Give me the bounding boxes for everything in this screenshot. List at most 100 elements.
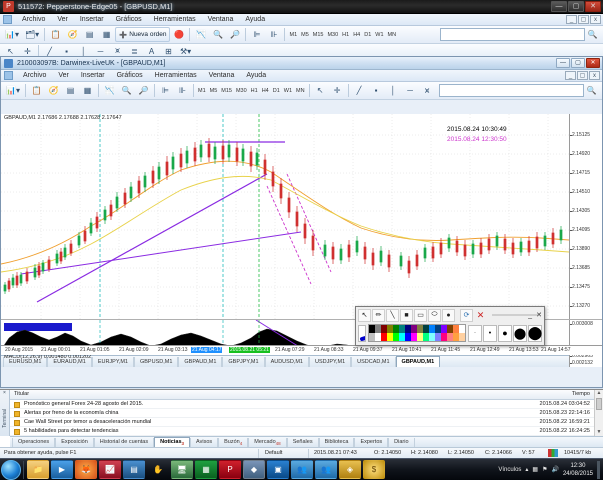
paint-minimize-button[interactable]: _ (528, 311, 532, 319)
cursor-icon[interactable]: ↖ (358, 308, 371, 322)
tab-historial-cuentas[interactable]: Historial de cuentas (93, 438, 155, 447)
inner-minimize-button[interactable]: — (556, 58, 570, 68)
dev-icon[interactable]: ▣ (267, 460, 289, 479)
inner-timeframe-m15[interactable]: M15 (221, 87, 232, 94)
inner-mdi-minimize-button[interactable]: _ (565, 71, 576, 80)
market-watch-icon[interactable]: 📋 (50, 30, 61, 39)
firefox-icon[interactable]: 🦊 (75, 460, 97, 479)
swatch-20[interactable] (393, 333, 399, 341)
status-profile[interactable]: Default (265, 450, 283, 456)
calculator-icon[interactable]: ▦ (195, 460, 217, 479)
refresh-icon[interactable]: ⟳ (460, 308, 473, 322)
swatch-21[interactable] (399, 333, 405, 341)
vline-icon[interactable]: │ (81, 46, 86, 56)
swatch-17[interactable] (375, 333, 381, 341)
action-center-icon[interactable]: ⚑ (542, 467, 548, 473)
dollar-icon[interactable]: $ (363, 460, 385, 479)
timeframe-w1[interactable]: W1 (375, 31, 384, 38)
inner-menu-ayuda[interactable]: Ayuda (246, 71, 267, 79)
equidistant-icon[interactable]: ≣ (131, 46, 138, 56)
chart-tab-euraud[interactable]: EURAUD,M1 (47, 357, 92, 367)
timeframe-m30[interactable]: M30 (327, 31, 339, 38)
inner-menu-archivo[interactable]: Archivo (23, 71, 47, 79)
inner-indicators-icon[interactable]: 📉 (104, 86, 115, 95)
brush-size-2[interactable]: • (483, 324, 497, 342)
inner-trendline-icon[interactable]: ╱ (356, 86, 362, 95)
new-order-button[interactable]: ➕ Nueva orden (115, 27, 171, 42)
swatch-14[interactable] (453, 325, 459, 333)
maximize-button[interactable]: ▢ (568, 1, 584, 12)
candle-chart-icon[interactable]: ⊪ (270, 30, 278, 39)
delete-icon[interactable]: ✕ (476, 309, 485, 320)
news-scrollbar[interactable]: ▲ ▼ (594, 390, 603, 436)
new-chart-icon[interactable]: 📊▾ (5, 30, 19, 39)
chart-tab-eurusd[interactable]: EURUSD,M1 (3, 357, 48, 367)
swatch-4[interactable] (393, 325, 399, 333)
swatch-18[interactable] (381, 333, 387, 341)
explorer-icon[interactable]: 📁 (27, 460, 49, 479)
scroll-thumb[interactable] (596, 398, 602, 410)
search-input[interactable] (440, 28, 585, 41)
swatch-24[interactable] (417, 333, 423, 341)
inner-navigator-icon[interactable]: 🧭 (48, 86, 59, 95)
search-icon[interactable]: 🔍 (587, 30, 598, 39)
inner-data-window-icon[interactable]: ▦ (83, 86, 92, 95)
inner-market-watch-icon[interactable]: 📋 (31, 86, 42, 95)
autotrading-icon[interactable]: 🔴 (174, 30, 184, 39)
timeframe-m1[interactable]: M1 (289, 31, 298, 38)
ellipse-icon[interactable]: ⬭ (428, 308, 441, 322)
tab-diario[interactable]: Diario (388, 438, 415, 447)
rectangle-icon[interactable]: ▪ (65, 46, 68, 56)
tab-mercado[interactable]: Mercado48 (248, 438, 287, 447)
objects-icon[interactable]: ⚒▾ (180, 46, 192, 56)
swatch-22[interactable] (405, 333, 411, 341)
metatrader-blue-icon[interactable]: ▤ (123, 460, 145, 479)
swatch-25[interactable] (423, 333, 429, 341)
minimize-button[interactable]: — (551, 1, 567, 12)
tab-biblioteca[interactable]: Biblioteca (318, 438, 355, 447)
terminal-icon[interactable]: ▤ (85, 30, 94, 39)
tab-senales[interactable]: Señales (286, 438, 319, 447)
inner-search-icon[interactable]: 🔍 (586, 86, 597, 95)
swatch-10[interactable] (429, 325, 435, 333)
users2-icon[interactable]: 👥 (315, 460, 337, 479)
swatch-7[interactable] (411, 325, 417, 333)
inner-zoom-out-icon[interactable]: 🔎 (138, 86, 149, 95)
menu-insertar[interactable]: Insertar (79, 15, 104, 23)
timeframe-h1[interactable]: H1 (342, 31, 350, 38)
inner-menu-herramientas[interactable]: Herramientas (154, 71, 197, 79)
label-icon[interactable]: ⊞ (165, 46, 172, 56)
timeframe-mn[interactable]: MN (387, 31, 397, 38)
inner-zoom-in-icon[interactable]: 🔍 (121, 86, 132, 95)
inner-menu-ver[interactable]: Ver (58, 71, 69, 79)
menu-ver[interactable]: Ver (57, 15, 68, 23)
swatch-19[interactable] (387, 333, 393, 341)
tab-noticias[interactable]: Noticias3 (154, 437, 191, 447)
timeframe-d1[interactable]: D1 (364, 31, 372, 38)
brush-size-5[interactable]: ⬤ (527, 324, 543, 342)
inner-timeframe-w1[interactable]: W1 (283, 87, 293, 94)
network-icon[interactable]: ▦ (532, 467, 539, 473)
news-row-2[interactable]: Cae Wall Street por temor a desaceleraci… (10, 418, 594, 427)
price-pane[interactable]: GBPAUD,M1 2.17686 2.17688 2.17628 2.1764… (1, 114, 602, 319)
timeframe-m5[interactable]: M5 (301, 31, 309, 38)
swatch-9[interactable] (423, 325, 429, 333)
stroke-preview[interactable] (358, 324, 366, 342)
scroll-down-icon[interactable]: ▼ (596, 429, 602, 435)
tray-expand-icon[interactable]: ▴ (525, 467, 529, 473)
inner-timeframe-m30[interactable]: M30 (235, 87, 247, 94)
taskbar-clock[interactable]: 12:30 24/08/2015 (563, 462, 593, 478)
monitor-icon[interactable]: 🖥 (171, 460, 193, 479)
paint-close-button[interactable]: ✕ (536, 312, 542, 319)
profiles-icon[interactable]: 🗂▾ (24, 30, 40, 39)
menu-ayuda[interactable]: Ayuda (245, 15, 266, 23)
show-desktop-icon[interactable] (597, 460, 600, 479)
mdi-restore-button[interactable]: ▢ (578, 15, 589, 24)
menu-graficos[interactable]: Gráficos (115, 15, 142, 23)
brush-size-3[interactable]: ● (498, 324, 512, 342)
filled-square-icon[interactable]: ■ (400, 308, 413, 322)
chart-tab-usdjpy[interactable]: USDJPY,M1 (308, 357, 352, 367)
swatch-0[interactable] (369, 325, 375, 333)
chart-tab-usdcad[interactable]: USDCAD,M1 (351, 357, 396, 367)
swatch-29[interactable] (447, 333, 453, 341)
